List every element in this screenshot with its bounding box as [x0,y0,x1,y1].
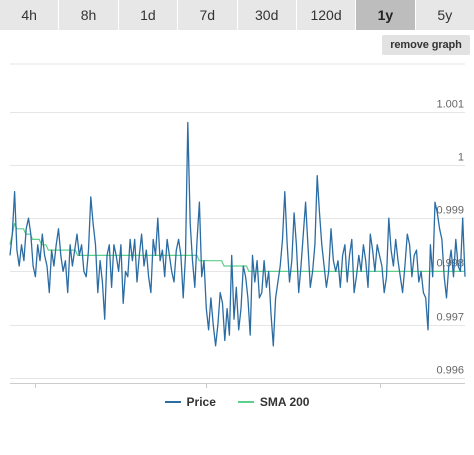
legend-item-price[interactable]: Price [164,395,216,409]
tab-120d[interactable]: 120d [297,0,357,30]
y-tick-label: 0.997 [436,312,464,324]
sma-200-line [9,222,465,272]
y-tick-label: 0.996 [436,365,464,377]
remove-graph-button[interactable]: remove graph [382,35,470,55]
tab-1d[interactable]: 1d [119,0,179,30]
timeframe-tabs: 4h 8h 1d 7d 30d 120d 1y 5y [0,0,474,30]
y-tick-label: 1.001 [436,99,464,111]
legend-label-sma-200: SMA 200 [259,395,310,409]
price-line [9,121,466,347]
tab-7d[interactable]: 7d [178,0,238,30]
legend-item-sma-200[interactable]: SMA 200 [237,395,310,409]
legend-swatch-sma-200 [237,401,254,403]
tab-8h[interactable]: 8h [59,0,119,30]
tab-30d[interactable]: 30d [238,0,297,30]
tab-1y[interactable]: 1y [356,0,416,30]
tab-4h[interactable]: 4h [0,0,60,30]
legend-label-price: Price [186,395,216,409]
chart-legend: Price SMA 200 [0,392,474,412]
y-tick-label: 0.999 [436,205,464,217]
tab-5y[interactable]: 5y [437,7,453,23]
legend-swatch-price [164,401,181,403]
y-tick-label: 1 [458,152,464,164]
